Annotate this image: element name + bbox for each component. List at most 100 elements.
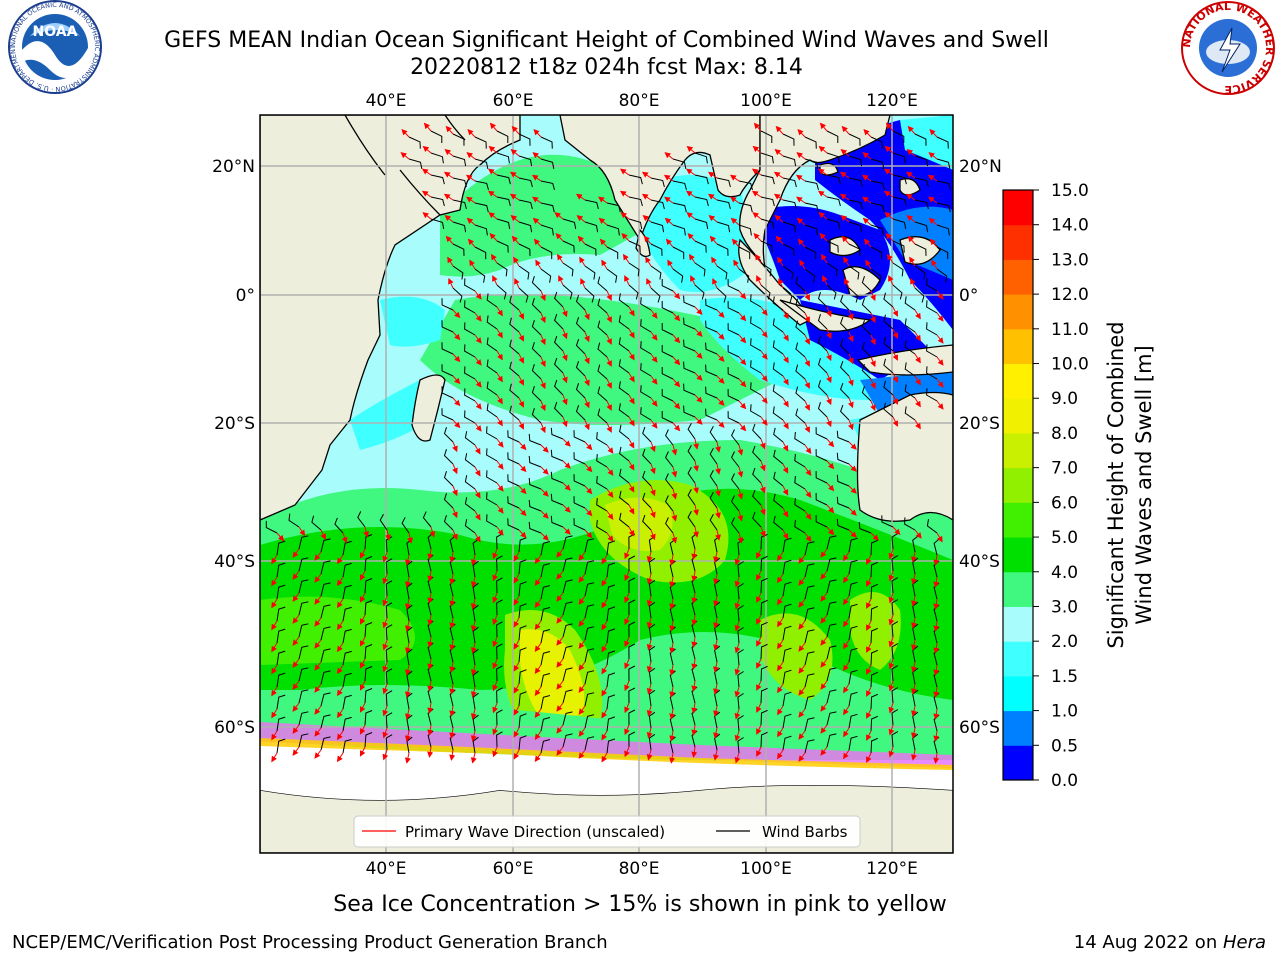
wind-barb [672,180,687,191]
wind-barb [584,714,595,729]
colorbar-bin [1003,328,1033,365]
wave-direction-arrow [642,214,652,223]
wind-barb [826,152,840,164]
wave-direction-arrow [606,378,612,389]
wave-direction-arrow [606,532,614,542]
wind-barb [760,643,768,660]
wave-direction-arrow [646,639,653,651]
wave-direction-arrow [336,730,344,741]
wind-barb [531,386,542,402]
wave-direction-arrow [885,122,894,132]
wave-direction-arrow [826,460,835,470]
wind-barb [320,604,331,619]
wind-barb [795,342,806,358]
colorbar-tick-label: 12.0 [1051,285,1089,305]
wind-barb [892,284,903,300]
wave-direction-arrow [738,378,747,388]
wind-barb [430,152,444,164]
wave-direction-arrow [359,636,366,647]
wind-barb [848,603,858,619]
wind-barb [804,158,819,169]
wave-direction-arrow [870,290,876,302]
wave-direction-arrow [694,416,703,425]
wind-barb [687,489,696,506]
wind-barb [628,196,643,207]
wave-direction-arrow [628,504,635,515]
colorbar-bin [1003,537,1033,573]
wind-barb [486,492,498,506]
wind-barb [642,470,652,487]
wave-direction-arrow [888,636,895,648]
wind-barb [584,538,595,553]
wave-direction-arrow [382,705,389,717]
wind-barb [401,517,410,534]
wave-direction-arrow [556,658,564,668]
wave-direction-arrow [474,290,482,300]
wind-barb [727,279,740,292]
wave-direction-arrow [624,636,630,648]
wave-direction-arrow [843,683,850,694]
wind-barb [804,739,815,754]
wave-direction-arrow [911,705,917,717]
wave-direction-arrow [933,686,940,698]
wave-direction-arrow [796,196,806,204]
wave-direction-arrow [584,419,590,431]
wind-barb [584,604,595,619]
wave-direction-arrow [754,253,762,264]
wave-direction-arrow [820,570,828,580]
wave-direction-arrow [777,727,784,738]
wind-barb [936,158,951,169]
wind-barb [509,317,520,333]
lat-label-left-20s: 20°S [214,414,255,434]
wave-direction-arrow [936,532,943,543]
wave-direction-arrow [556,746,564,756]
wind-barb [430,218,445,230]
wave-direction-arrow [667,259,674,270]
wind-barb [464,519,476,534]
wind-barb [642,426,652,443]
wave-direction-arrow [314,683,322,693]
wind-barb [815,471,828,484]
wind-barb [464,300,476,314]
wave-direction-arrow [601,708,608,719]
wind-barb [320,670,331,685]
wave-direction-arrow [777,617,784,628]
wind-barb [794,453,806,468]
wind-barb [540,673,551,688]
map-legend: Primary Wave Direction (unscaled) Wind B… [353,815,861,848]
wind-barb [694,174,709,185]
wind-barb [518,669,527,685]
wave-direction-arrow [774,214,784,223]
wave-direction-arrow [624,724,630,736]
wave-direction-arrow [540,466,549,475]
wind-barb [554,379,564,396]
colorbar-tick-label: 15.0 [1051,181,1089,201]
wave-direction-arrow [336,642,344,653]
wave-direction-arrow [888,592,895,604]
wind-barb [554,335,564,352]
wind-barb [562,711,573,726]
wind-barb [795,408,806,424]
wind-barb [486,426,498,440]
wind-barb [464,388,476,402]
wave-direction-arrow [624,275,630,286]
wind-barb [672,158,687,169]
wind-barb [606,224,620,236]
wind-barb [709,492,718,509]
lat-label-right-20s: 20°S [959,414,1000,434]
wave-direction-arrow [474,422,482,432]
wave-direction-arrow [492,746,499,758]
wave-direction-arrow [693,504,699,516]
wind-barb [606,268,618,283]
wind-barb [575,361,586,377]
wind-barb [509,383,520,399]
wave-direction-arrow [716,353,725,362]
wave-direction-arrow [734,708,741,720]
wave-direction-arrow [672,312,681,322]
wave-direction-arrow [534,576,542,587]
wind-barb [298,535,309,550]
wave-direction-arrow [606,400,612,411]
wave-direction-arrow [819,122,828,132]
wind-barb [540,695,551,710]
wave-direction-arrow [693,438,699,450]
